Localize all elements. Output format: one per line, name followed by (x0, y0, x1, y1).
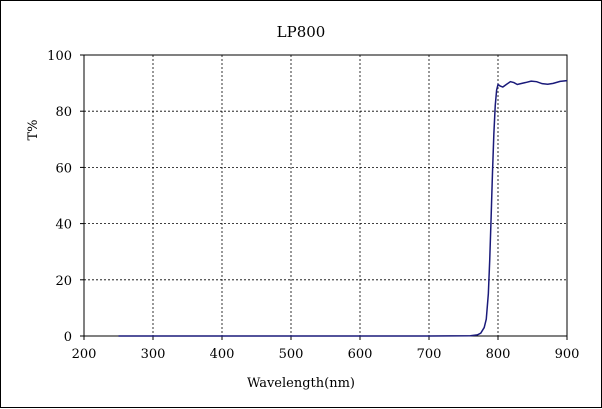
x-tick-label: 500 (279, 347, 304, 362)
y-tick-label: 100 (47, 49, 72, 64)
y-tick-label: 60 (55, 161, 72, 176)
x-tick-label: 700 (417, 347, 442, 362)
x-tick-label: 400 (210, 347, 235, 362)
series-line-transmission (118, 79, 568, 337)
y-tick-label: 0 (64, 330, 72, 345)
y-tick-label: 20 (55, 274, 72, 289)
x-tick-label: 800 (486, 347, 511, 362)
plot-area (83, 54, 568, 337)
x-tick-label: 200 (72, 347, 97, 362)
grid (80, 54, 568, 340)
x-tick-label: 300 (141, 347, 166, 362)
y-tick-label: 40 (55, 218, 72, 233)
x-tick-labels: 200 300 400 500 600 700 800 900 (72, 347, 580, 362)
x-axis-label: Wavelength(nm) (247, 376, 355, 391)
x-tick-label: 900 (555, 347, 580, 362)
y-tick-label: 80 (55, 105, 72, 120)
y-tick-labels: 0 20 40 60 80 100 (47, 49, 72, 345)
chart-title: LP800 (277, 23, 326, 41)
x-tick-label: 600 (348, 347, 373, 362)
y-axis-label: T% (26, 119, 41, 140)
